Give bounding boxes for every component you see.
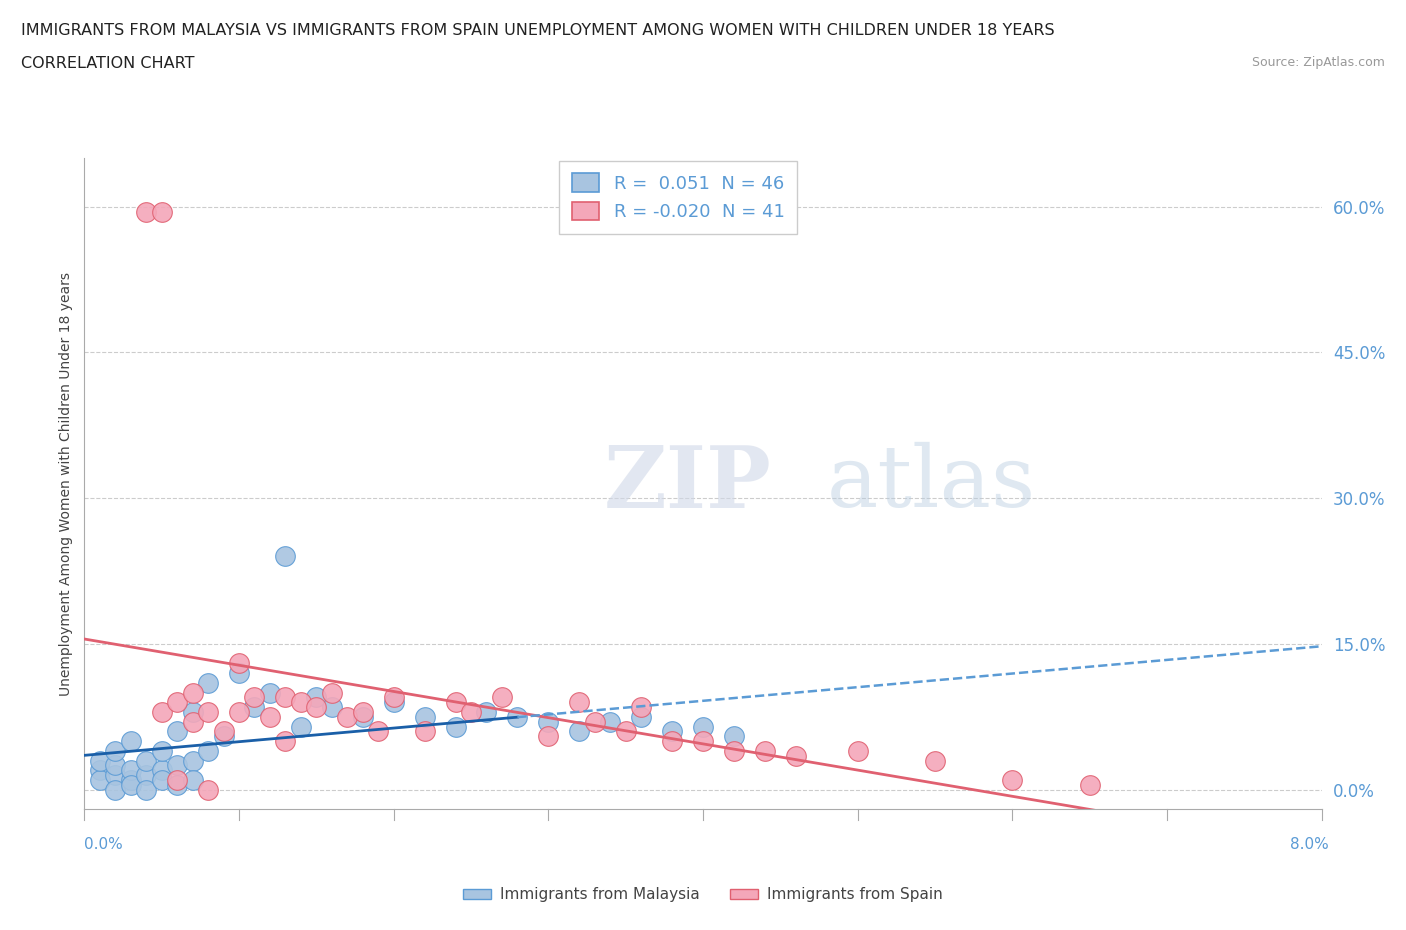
Y-axis label: Unemployment Among Women with Children Under 18 years: Unemployment Among Women with Children U…: [59, 272, 73, 696]
Point: [120, 734, 142, 749]
Point: [259, 685, 281, 700]
Point: [290, 695, 312, 710]
Text: IMMIGRANTS FROM MALAYSIA VS IMMIGRANTS FROM SPAIN UNEMPLOYMENT AMONG WOMEN WITH : IMMIGRANTS FROM MALAYSIA VS IMMIGRANTS F…: [21, 23, 1054, 38]
Point: [197, 705, 219, 720]
Point: [228, 666, 250, 681]
Point: [305, 699, 328, 714]
Point: [382, 695, 405, 710]
Point: [228, 656, 250, 671]
Point: [924, 753, 946, 768]
Point: [104, 743, 127, 758]
Point: [599, 714, 621, 729]
Point: [181, 714, 204, 729]
Point: [150, 204, 173, 219]
Text: 8.0%: 8.0%: [1289, 837, 1329, 852]
Point: [382, 690, 405, 705]
Point: [197, 675, 219, 690]
Point: [274, 690, 297, 705]
Point: [413, 710, 436, 724]
Point: [150, 763, 173, 777]
Point: [104, 782, 127, 797]
Point: [89, 773, 111, 788]
Point: [460, 705, 482, 720]
Point: [89, 763, 111, 777]
Point: [166, 773, 188, 788]
Point: [181, 705, 204, 720]
Point: [568, 724, 591, 738]
Point: [135, 767, 157, 782]
Point: [614, 724, 637, 738]
Point: [135, 204, 157, 219]
Point: [150, 743, 173, 758]
Point: [120, 777, 142, 792]
Point: [583, 714, 606, 729]
Point: [166, 695, 188, 710]
Point: [305, 690, 328, 705]
Point: [150, 705, 173, 720]
Legend: Immigrants from Malaysia, Immigrants from Spain: Immigrants from Malaysia, Immigrants fro…: [457, 882, 949, 909]
Point: [723, 743, 745, 758]
Point: [537, 729, 560, 744]
Point: [475, 705, 498, 720]
Point: [228, 705, 250, 720]
Point: [181, 685, 204, 700]
Point: [568, 695, 591, 710]
Point: [661, 724, 683, 738]
Point: [150, 773, 173, 788]
Point: [1078, 777, 1101, 792]
Point: [274, 734, 297, 749]
Point: [197, 782, 219, 797]
Point: [506, 710, 529, 724]
Point: [754, 743, 776, 758]
Text: Source: ZipAtlas.com: Source: ZipAtlas.com: [1251, 56, 1385, 69]
Point: [274, 549, 297, 564]
Point: [212, 729, 235, 744]
Point: [321, 699, 343, 714]
Point: [1001, 773, 1024, 788]
Point: [692, 734, 714, 749]
Point: [120, 763, 142, 777]
Point: [243, 699, 266, 714]
Point: [413, 724, 436, 738]
Point: [181, 753, 204, 768]
Point: [120, 773, 142, 788]
Point: [444, 695, 467, 710]
Point: [104, 767, 127, 782]
Point: [630, 699, 652, 714]
Point: [491, 690, 513, 705]
Point: [104, 758, 127, 773]
Point: [212, 724, 235, 738]
Point: [785, 749, 807, 764]
Text: 0.0%: 0.0%: [84, 837, 124, 852]
Point: [630, 710, 652, 724]
Point: [243, 690, 266, 705]
Point: [135, 753, 157, 768]
Point: [352, 705, 374, 720]
Point: [166, 724, 188, 738]
Point: [367, 724, 389, 738]
Point: [166, 777, 188, 792]
Point: [537, 714, 560, 729]
Point: [181, 773, 204, 788]
Point: [444, 719, 467, 734]
Point: [661, 734, 683, 749]
Point: [321, 685, 343, 700]
Point: [89, 753, 111, 768]
Legend: R =  0.051  N = 46, R = -0.020  N = 41: R = 0.051 N = 46, R = -0.020 N = 41: [560, 161, 797, 233]
Point: [135, 782, 157, 797]
Point: [846, 743, 869, 758]
Text: atlas: atlas: [827, 442, 1036, 525]
Point: [723, 729, 745, 744]
Text: ZIP: ZIP: [605, 442, 772, 525]
Point: [259, 710, 281, 724]
Point: [290, 719, 312, 734]
Text: CORRELATION CHART: CORRELATION CHART: [21, 56, 194, 71]
Point: [692, 719, 714, 734]
Point: [166, 758, 188, 773]
Point: [197, 743, 219, 758]
Point: [352, 710, 374, 724]
Point: [336, 710, 359, 724]
